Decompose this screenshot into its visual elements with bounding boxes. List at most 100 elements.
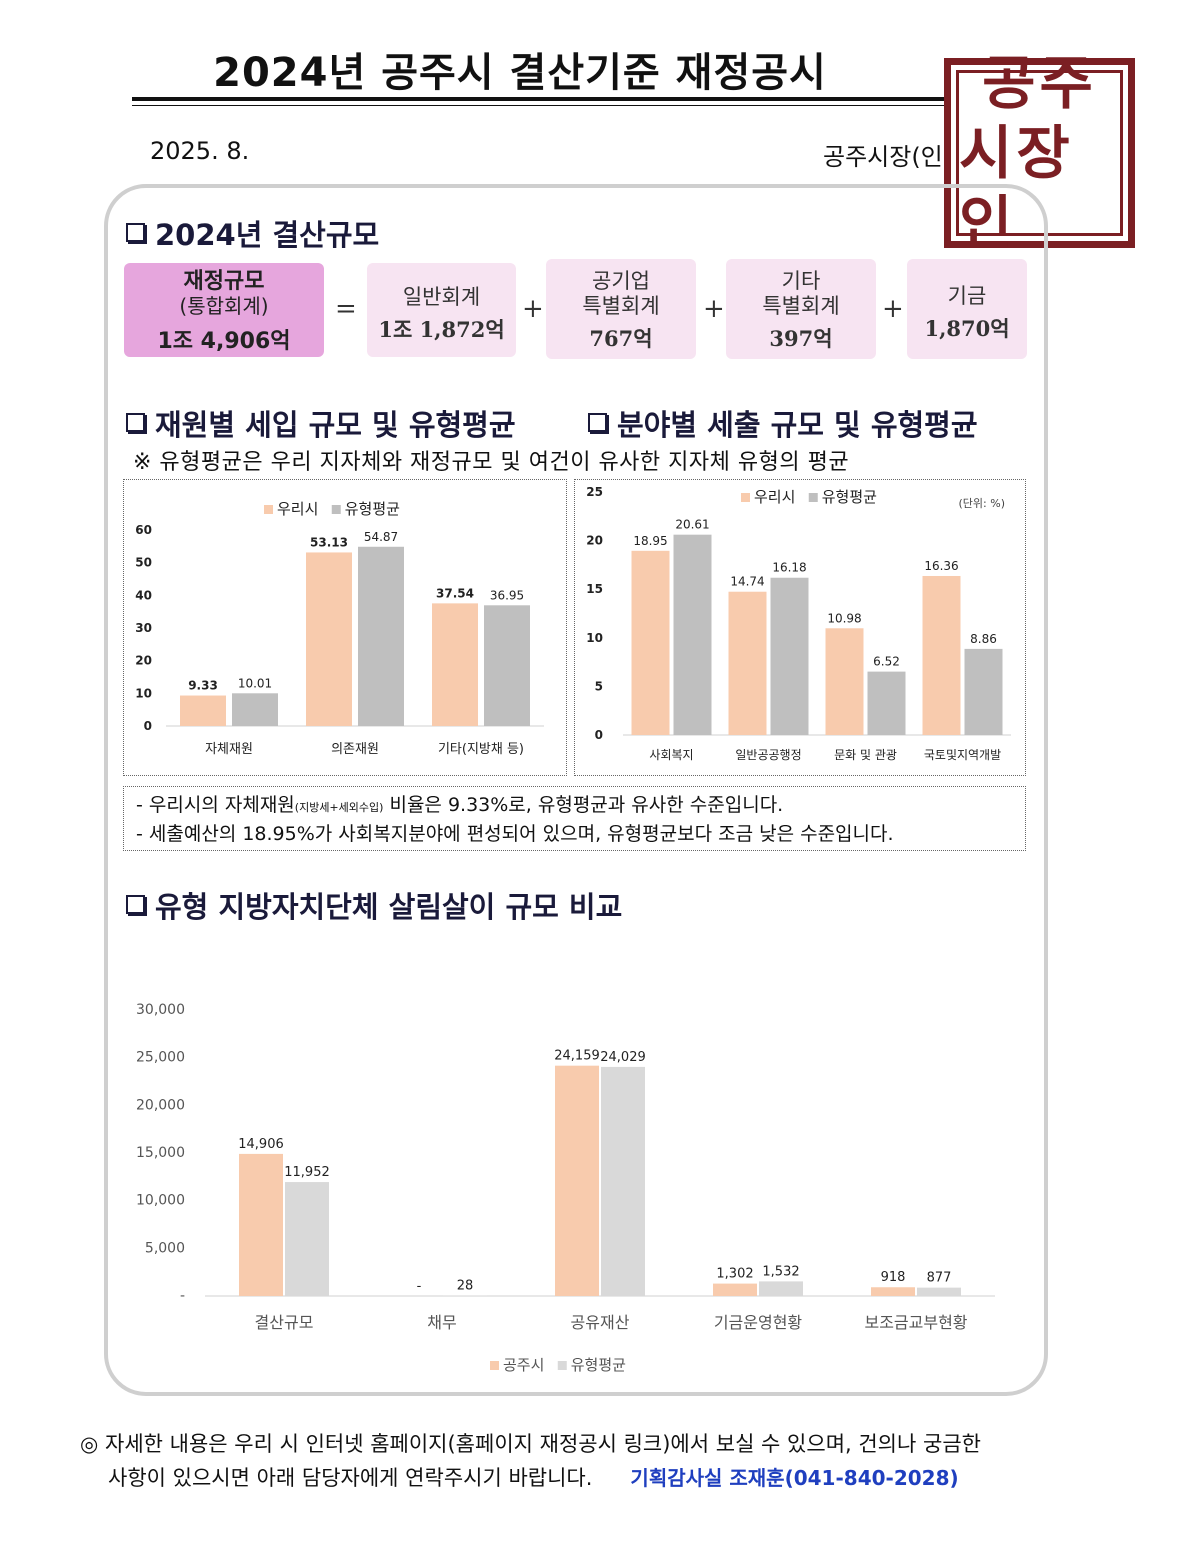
bar-ours <box>871 1287 915 1296</box>
data-label: 9.33 <box>188 679 218 693</box>
unit-label: (단위: %) <box>959 497 1005 510</box>
legend-swatch <box>331 505 341 514</box>
category-label: 결산규모 <box>255 1313 314 1332</box>
y-tick-label: 5,000 <box>145 1240 185 1256</box>
mayor-seal: 공주 시장인 <box>944 49 1135 257</box>
data-label: 37.54 <box>436 586 474 600</box>
category-label: 채무 <box>427 1313 456 1332</box>
note-line-1: - 우리시의 자체재원(지방세+세외수입) 비율은 9.33%로, 유형평균과 … <box>136 792 1013 821</box>
analysis-notes: - 우리시의 자체재원(지방세+세외수입) 비율은 9.33%로, 유형평균과 … <box>123 786 1026 851</box>
seal-text-top: 공주 <box>982 49 1097 117</box>
y-tick-label: 25,000 <box>136 1050 185 1066</box>
note-line-1-a: - 우리시의 자체재원 <box>136 794 295 816</box>
section-heading-revenue: 재원별 세입 규모 및 유형평균 <box>126 402 516 444</box>
bar-ours <box>631 550 670 735</box>
data-label: 14,906 <box>238 1137 284 1152</box>
bar-average <box>285 1182 329 1296</box>
section-heading-expenditure-text: 분야별 세출 규모 및 유형평균 <box>617 408 978 442</box>
legend-label: 우리시 <box>754 488 795 506</box>
bar-ours <box>306 552 352 726</box>
category-label: 일반공공행정 <box>735 747 801 762</box>
category-label: 사회복지 <box>649 748 693 762</box>
data-label: 16.36 <box>924 559 958 573</box>
data-label: 54.87 <box>364 530 398 544</box>
card-public-value: 767억 <box>589 326 653 351</box>
data-label: 11,952 <box>284 1165 330 1180</box>
data-label: 28 <box>457 1279 474 1294</box>
publish-date: 2025. 8. <box>150 137 250 165</box>
bar-ours <box>432 603 478 726</box>
y-tick-label: 20 <box>135 654 152 668</box>
legend-swatch <box>490 1361 499 1370</box>
footer-line-2: 사항이 있으시면 아래 담당자에게 연락주시기 바랍니다. 기획감사실 조재훈(0… <box>108 1462 959 1492</box>
plus-sign: + <box>703 294 725 324</box>
legend-label: 유형평균 <box>822 488 877 506</box>
chart-revenue: 0 10 20 30 40 50 60 9.33 10.01 자체재원 53.13 54.87 의존재원… <box>135 500 544 757</box>
section-heading-compare: 유형 지방자치단체 살림살이 규모 비교 <box>126 884 622 926</box>
card-public-enterprise: 공기업 특별회계 767억 <box>546 259 696 359</box>
data-label: 1,532 <box>762 1264 799 1279</box>
page-title: 2024년 공주시 결산기준 재정공시 <box>213 50 827 96</box>
data-label: - <box>417 1279 422 1294</box>
checkbox-bullet-icon <box>588 413 607 432</box>
y-tick-label: 60 <box>135 523 152 537</box>
data-label: 18.95 <box>633 534 667 548</box>
legend-swatch <box>741 493 750 502</box>
plus-sign: + <box>522 294 544 324</box>
data-label: 877 <box>927 1271 952 1286</box>
y-tick-label: 30 <box>135 621 152 635</box>
title-rule-thin <box>132 105 944 106</box>
bar-average <box>601 1066 645 1296</box>
legend-swatch <box>264 505 273 514</box>
card-general-title: 일반회계 <box>402 285 481 309</box>
card-public-title: 공기업 <box>592 269 650 293</box>
bar-average <box>917 1287 961 1296</box>
bar-ours <box>825 628 864 735</box>
footer-line-1: ◎ 자세한 내용은 우리 시 인터넷 홈페이지(홈페이지 재정공시 링크)에서 … <box>80 1432 981 1456</box>
y-tick-label: 10,000 <box>136 1193 185 1209</box>
bar-ours <box>555 1065 599 1296</box>
bar-average <box>964 648 1003 735</box>
category-label: 자체재원 <box>205 742 253 757</box>
bar-ours <box>713 1283 757 1296</box>
y-tick-label: 10 <box>586 631 603 645</box>
y-tick-label: 5 <box>595 679 603 693</box>
section-heading-scale-text: 2024년 결산규모 <box>155 218 380 252</box>
card-fund-title: 기금 <box>947 284 987 308</box>
chart-expenditure: 0 5 10 15 20 25 18.95 20.61 사회복지 14.74 16.18 일반공공행정… <box>586 485 1011 762</box>
bar-average <box>867 671 906 735</box>
note-line-1-b: 비율은 9.33%로, 유형평균과 유사한 수준입니다. <box>383 794 784 816</box>
y-tick-label: 15 <box>586 582 603 596</box>
data-label: 16.18 <box>772 561 806 575</box>
title-rule <box>132 97 944 101</box>
y-tick-label: 20 <box>586 534 603 548</box>
legend-label: 공주시 <box>503 1356 544 1374</box>
data-label: 6.52 <box>873 655 900 669</box>
note-line-2: - 세출예산의 18.95%가 사회복지분야에 편성되어 있으며, 유형평균보다… <box>136 823 894 845</box>
section-heading-expenditure: 분야별 세출 규모 및 유형평균 <box>588 402 978 444</box>
equals-sign: = <box>335 294 357 324</box>
note-line-1-small: (지방세+세외수입) <box>294 801 384 814</box>
data-label: 24,159 <box>554 1049 600 1064</box>
y-tick-label: 50 <box>135 556 152 570</box>
y-tick-label: 25 <box>586 485 603 499</box>
card-total-budget: 재정규모 (통합회계) 1조 4,906억 <box>124 263 324 357</box>
legend-swatch <box>808 493 818 502</box>
data-label: 14.74 <box>730 575 764 589</box>
bar-average <box>759 1281 803 1296</box>
seal-text-bottom: 시장인 <box>959 119 1074 257</box>
legend-label: 우리시 <box>277 500 318 518</box>
category-label: 기타(지방채 등) <box>438 742 524 757</box>
bar-ours <box>239 1153 283 1296</box>
card-fund: 기금 1,870억 <box>907 259 1027 359</box>
legend-swatch <box>557 1361 567 1370</box>
card-other-subtitle: 특별회계 <box>762 294 840 318</box>
bar-ours <box>728 591 767 735</box>
card-total-title: 재정규모 <box>183 269 265 294</box>
y-tick-label: 10 <box>135 686 152 700</box>
bar-average <box>673 534 712 735</box>
chart-compare: - 5,000 10,000 15,000 20,000 25,000 30,000 14,9… <box>136 1002 995 1374</box>
card-other-value: 397억 <box>769 326 833 351</box>
legend-label: 유형평균 <box>345 500 400 518</box>
y-tick-label: 30,000 <box>136 1002 185 1018</box>
